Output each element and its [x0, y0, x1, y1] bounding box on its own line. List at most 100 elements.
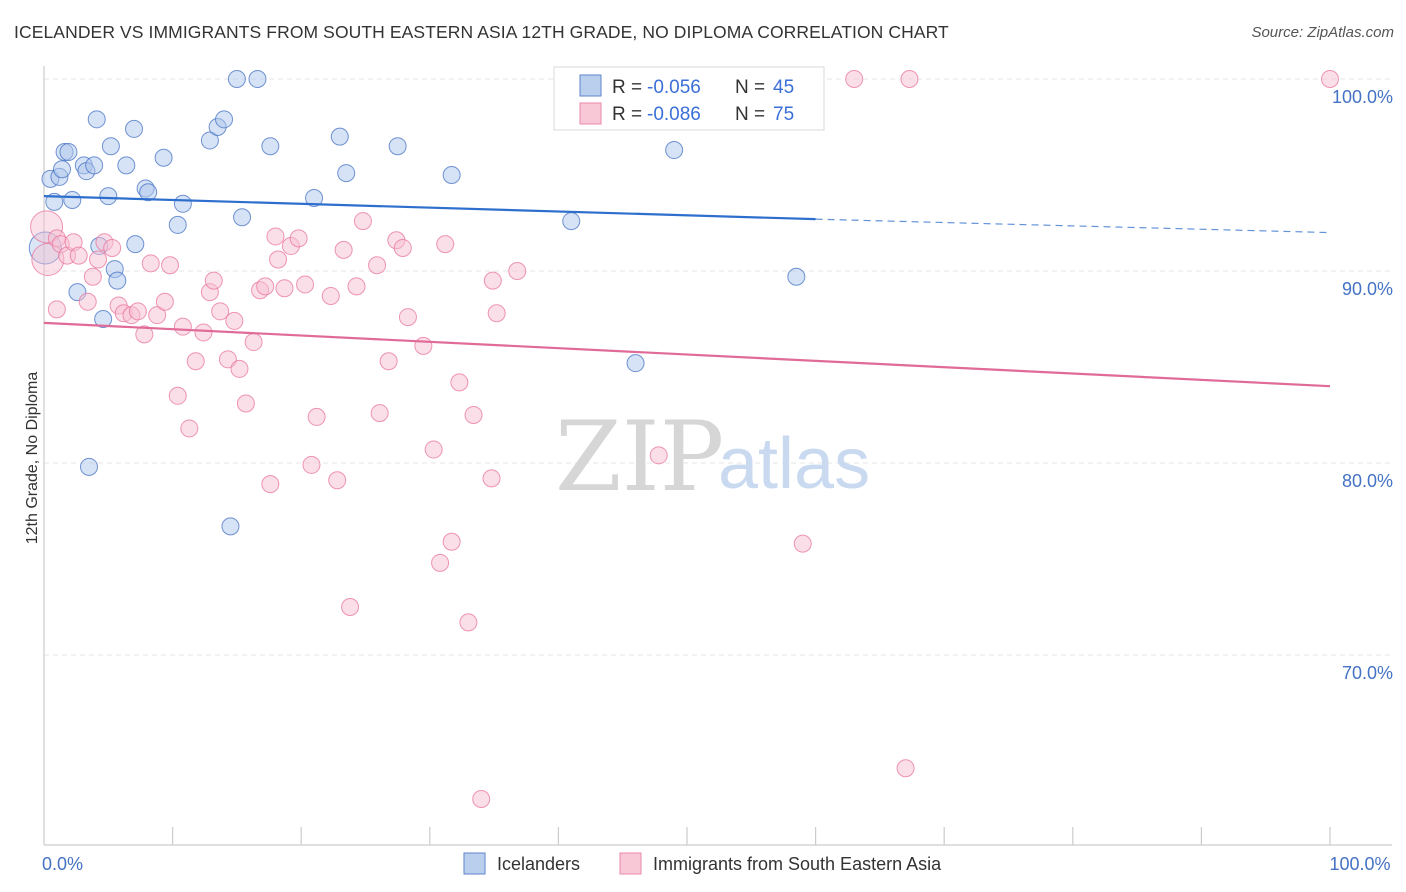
point-immigrants	[424, 440, 443, 459]
point-immigrants	[148, 306, 167, 325]
point-immigrants	[321, 286, 340, 305]
legend-swatch-blue	[579, 74, 602, 97]
point-immigrants	[89, 250, 108, 269]
point-immigrants	[236, 394, 255, 413]
point-immigrants	[103, 238, 122, 257]
point-immigrants	[244, 333, 263, 352]
point-icelanders	[261, 137, 280, 156]
point-immigrants	[168, 386, 187, 405]
point-immigrants	[78, 292, 97, 311]
point-immigrants	[334, 240, 353, 259]
y-tick-label: 100.0%	[1332, 87, 1393, 107]
x-tick-label: 0.0%	[42, 854, 83, 874]
series-label-icelanders: Icelanders	[497, 854, 580, 874]
point-immigrants	[347, 277, 366, 296]
point-immigrants	[414, 336, 433, 355]
point-immigrants	[128, 302, 147, 321]
point-icelanders	[305, 189, 324, 208]
point-immigrants	[155, 292, 174, 311]
point-immigrants	[83, 267, 102, 286]
point-icelanders	[59, 142, 78, 161]
point-icelanders	[108, 271, 127, 290]
point-immigrants	[845, 70, 864, 88]
point-icelanders	[101, 137, 120, 156]
stats-legend: R = -0.056 N = 45 R = -0.086 N = 75	[553, 66, 825, 131]
point-icelanders	[53, 160, 72, 179]
point-immigrants	[218, 350, 237, 369]
point-icelanders	[99, 187, 118, 206]
point-icelanders	[87, 110, 106, 129]
point-icelanders	[626, 354, 645, 373]
point-immigrants	[508, 262, 527, 280]
point-immigrants	[442, 532, 461, 551]
point-icelanders	[215, 110, 234, 129]
trend-line-icelanders	[43, 195, 816, 221]
trend-line-immigrants	[43, 321, 1331, 388]
point-immigrants	[464, 406, 483, 424]
series-label-immigrants: Immigrants from South Eastern Asia	[653, 854, 942, 874]
point-immigrants	[194, 323, 213, 342]
legend-swatch-pink	[579, 102, 602, 125]
point-icelanders	[248, 70, 267, 88]
point-immigrants	[450, 373, 469, 392]
point-icelanders	[227, 70, 246, 88]
point-immigrants	[289, 229, 308, 248]
point-immigrants	[186, 352, 205, 371]
point-icelanders	[562, 212, 581, 231]
point-immigrants	[328, 471, 347, 490]
legend-n-label-pink: N =	[735, 104, 765, 125]
point-icelanders	[200, 131, 219, 150]
point-icelanders	[173, 194, 192, 213]
series-swatch-immigrants	[619, 852, 642, 875]
point-immigrants	[69, 246, 88, 265]
point-immigrants	[900, 70, 919, 88]
point-immigrants	[896, 759, 915, 778]
watermark-atlas: atlas	[718, 424, 870, 504]
point-icelanders	[154, 148, 173, 167]
point-immigrants	[180, 419, 199, 438]
point-icelanders	[665, 141, 684, 160]
point-immigrants	[135, 325, 154, 344]
axes	[43, 66, 1392, 846]
point-icelanders	[94, 310, 113, 328]
y-tick-labels: 100.0% 90.0% 80.0% 70.0%	[1332, 87, 1393, 683]
point-icelanders	[337, 164, 356, 183]
point-icelanders	[787, 267, 806, 286]
point-icelanders	[221, 517, 240, 536]
point-immigrants	[393, 238, 412, 257]
legend-n-value-pink: 75	[773, 104, 794, 125]
watermark-zip: ZIP	[555, 401, 724, 513]
point-immigrants	[302, 455, 321, 474]
legend-r-label-blue: R =	[612, 77, 642, 98]
point-icelanders	[117, 156, 136, 175]
legend-r-label-pink: R =	[612, 104, 642, 125]
point-immigrants	[296, 275, 315, 294]
point-immigrants	[793, 534, 812, 553]
y-axis-label: 12th Grade, No Diploma	[24, 372, 41, 545]
legend-n-value-blue: 45	[773, 77, 794, 98]
point-immigrants	[173, 317, 192, 336]
point-icelanders	[80, 457, 99, 476]
point-immigrants	[275, 279, 294, 298]
point-immigrants	[370, 404, 389, 423]
point-immigrants	[341, 598, 360, 616]
y-tick-label: 90.0%	[1342, 279, 1393, 299]
point-icelanders	[63, 190, 82, 209]
point-immigrants	[431, 553, 450, 572]
point-immigrants	[436, 235, 455, 254]
point-immigrants	[398, 308, 417, 327]
point-icelanders	[233, 208, 252, 227]
point-icelanders	[125, 119, 144, 138]
point-immigrants	[379, 352, 398, 371]
point-immigrants	[368, 256, 387, 275]
series-legend: Icelanders Immigrants from South Eastern…	[463, 852, 942, 875]
point-icelanders	[330, 127, 349, 146]
point-immigrants	[472, 790, 491, 808]
point-immigrants	[483, 271, 502, 290]
point-icelanders	[126, 235, 145, 254]
legend-n-label-blue: N =	[735, 77, 765, 98]
point-immigrants	[269, 250, 288, 269]
legend-r-value-blue: -0.056	[647, 77, 701, 98]
point-immigrants	[459, 613, 478, 632]
